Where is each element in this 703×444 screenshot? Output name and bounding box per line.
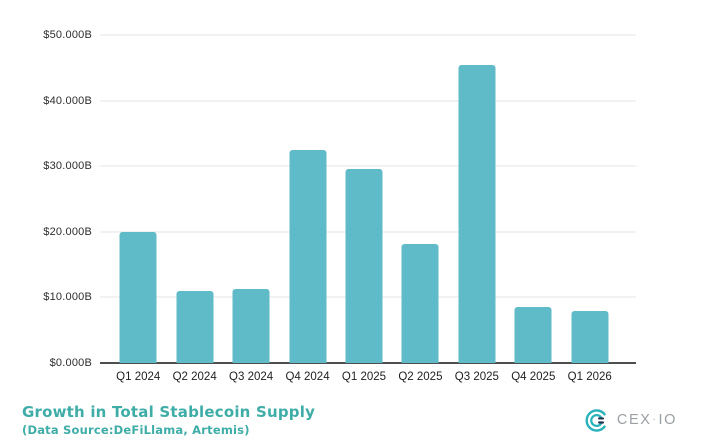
bar-q2-2025 xyxy=(401,243,439,363)
cexio-wordmark-cex: CEX xyxy=(616,412,652,428)
category-slot: Q1 2024 xyxy=(110,35,166,383)
x-axis-tick-label: Q2 2025 xyxy=(398,371,443,383)
x-axis-tick-label: Q1 2025 xyxy=(341,371,387,383)
y-axis-tick-label: $50.000B xyxy=(43,29,92,41)
y-axis-tick-label: $30.000B xyxy=(43,160,92,173)
x-axis-tick-label: Q3 2024 xyxy=(229,371,274,383)
y-axis-tick-label: $20.000B xyxy=(43,225,92,238)
chart-footer: Growth in Total Stablecoin Supply (Data … xyxy=(22,403,689,437)
bars-container: Q1 2024 Q2 2024 Q3 2024 Q4 2024 Q1 2025 Q2 20… xyxy=(110,35,618,383)
bar-q2-2024 xyxy=(176,290,214,363)
y-axis-tick-label: $10.000B xyxy=(43,291,92,304)
cexio-wordmark: CEX · IO xyxy=(617,412,677,428)
category-slot: Q1 2025 xyxy=(336,35,392,383)
x-axis-line xyxy=(100,362,636,364)
gridline xyxy=(100,165,636,167)
cexio-wordmark-separator: · xyxy=(652,413,658,425)
bar-q4-2024 xyxy=(289,149,327,363)
x-axis-tick-label: Q3 2025 xyxy=(454,371,499,383)
y-axis-tick-label: $40.000B xyxy=(43,94,92,107)
bar-q3-2024 xyxy=(232,288,270,363)
bar-q1-2025 xyxy=(345,169,383,363)
bar-q1-2026 xyxy=(571,311,609,363)
plot-area: $50.000B $40.000B $30.000B $20.000B $10.000B… xyxy=(43,29,636,383)
category-slot: Q2 2024 xyxy=(166,35,222,383)
category-slot: Q3 2024 xyxy=(223,35,279,383)
cexio-wordmark-io: IO xyxy=(658,412,677,428)
chart-title: Growth in Total Stablecoin Supply xyxy=(22,403,316,421)
category-slot: Q4 2025 xyxy=(505,35,561,383)
gridline xyxy=(100,100,636,102)
category-slot: Q1 2026 xyxy=(562,35,618,383)
x-axis-tick-label: Q1 2024 xyxy=(116,371,161,383)
category-slot: Q2 2025 xyxy=(392,35,448,383)
category-slot: Q4 2024 xyxy=(279,35,335,383)
bar-q1-2024 xyxy=(119,231,157,363)
x-axis-tick-label: Q4 2024 xyxy=(285,371,330,383)
cexio-logo: CEX · IO xyxy=(583,407,689,434)
bar-q3-2025 xyxy=(458,64,496,363)
category-slot: Q3 2025 xyxy=(449,35,505,383)
bar-q4-2025 xyxy=(514,307,552,363)
footer-titles: Growth in Total Stablecoin Supply (Data … xyxy=(22,403,315,437)
cexio-logo-icon xyxy=(585,408,606,432)
y-axis-tick-label: $0.000B xyxy=(49,357,92,369)
x-axis-tick-label: Q1 2026 xyxy=(567,371,612,383)
x-axis-tick-label: Q2 2024 xyxy=(172,371,217,383)
x-axis-tick-label: Q4 2025 xyxy=(511,371,556,383)
gridline xyxy=(100,34,636,36)
chart-subtitle: (Data Source:DeFiLlama, Artemis) xyxy=(22,423,250,437)
